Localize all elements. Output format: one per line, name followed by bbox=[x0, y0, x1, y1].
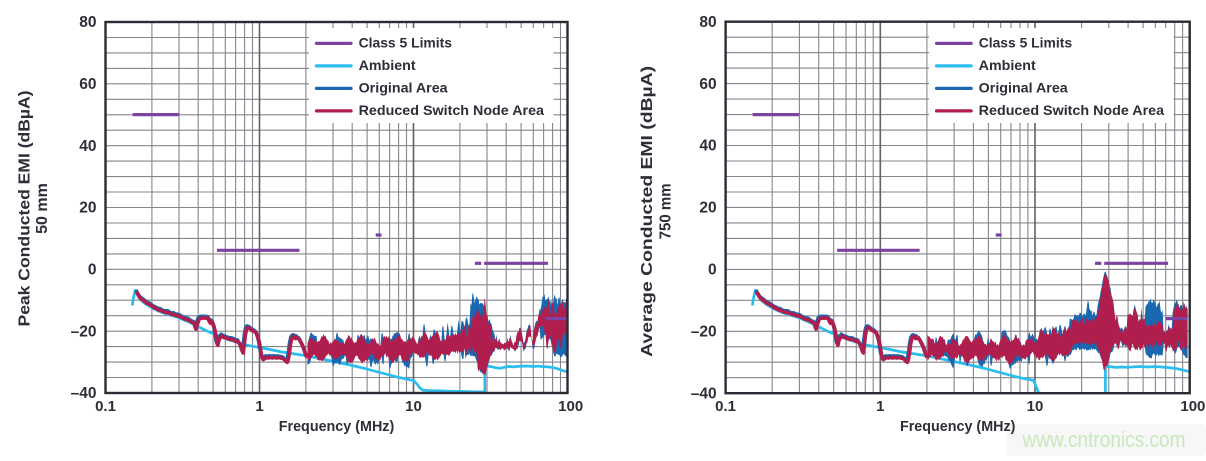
svg-text:Reduced Switch Node Area: Reduced Switch Node Area bbox=[979, 102, 1165, 118]
svg-text:Ambient: Ambient bbox=[979, 57, 1036, 73]
svg-text:750 mm: 750 mm bbox=[658, 183, 675, 239]
svg-text:0.1: 0.1 bbox=[715, 398, 736, 415]
svg-text:40: 40 bbox=[699, 138, 716, 155]
svg-text:20: 20 bbox=[699, 200, 716, 217]
svg-text:Frequency (MHz): Frequency (MHz) bbox=[900, 418, 1016, 435]
svg-text:0: 0 bbox=[88, 262, 97, 279]
svg-text:Class 5 Limits: Class 5 Limits bbox=[359, 35, 453, 51]
svg-text:80: 80 bbox=[699, 14, 716, 31]
svg-text:10: 10 bbox=[1027, 398, 1044, 415]
svg-text:–20: –20 bbox=[691, 324, 717, 341]
svg-text:Original Area: Original Area bbox=[359, 80, 448, 96]
svg-text:10: 10 bbox=[405, 398, 422, 415]
svg-text:Peak Conducted EMI (dBµA): Peak Conducted EMI (dBµA) bbox=[17, 91, 34, 327]
svg-text:100: 100 bbox=[1180, 398, 1205, 415]
svg-text:Original Area: Original Area bbox=[979, 80, 1068, 96]
svg-text:20: 20 bbox=[79, 200, 96, 217]
svg-text:Class 5 Limits: Class 5 Limits bbox=[979, 35, 1073, 51]
svg-text:1: 1 bbox=[255, 398, 263, 415]
svg-text:1: 1 bbox=[876, 398, 884, 415]
svg-text:60: 60 bbox=[699, 76, 716, 93]
svg-text:100: 100 bbox=[558, 398, 583, 415]
svg-text:–40: –40 bbox=[71, 385, 97, 402]
svg-text:0.1: 0.1 bbox=[95, 398, 116, 415]
svg-text:–40: –40 bbox=[691, 385, 717, 402]
svg-text:Frequency (MHz): Frequency (MHz) bbox=[279, 418, 395, 435]
svg-text:0: 0 bbox=[708, 262, 717, 279]
svg-text:80: 80 bbox=[79, 14, 96, 31]
svg-text:–20: –20 bbox=[71, 323, 97, 340]
svg-text:www.cntronics.com: www.cntronics.com bbox=[1022, 427, 1186, 452]
svg-text:Ambient: Ambient bbox=[359, 57, 416, 73]
svg-text:60: 60 bbox=[79, 76, 96, 93]
svg-text:Average Conducted EMI (dBµA): Average Conducted EMI (dBµA) bbox=[639, 66, 656, 357]
svg-text:Reduced Switch Node Area: Reduced Switch Node Area bbox=[359, 102, 545, 118]
svg-text:50 mm: 50 mm bbox=[34, 183, 51, 234]
svg-text:40: 40 bbox=[79, 138, 96, 155]
